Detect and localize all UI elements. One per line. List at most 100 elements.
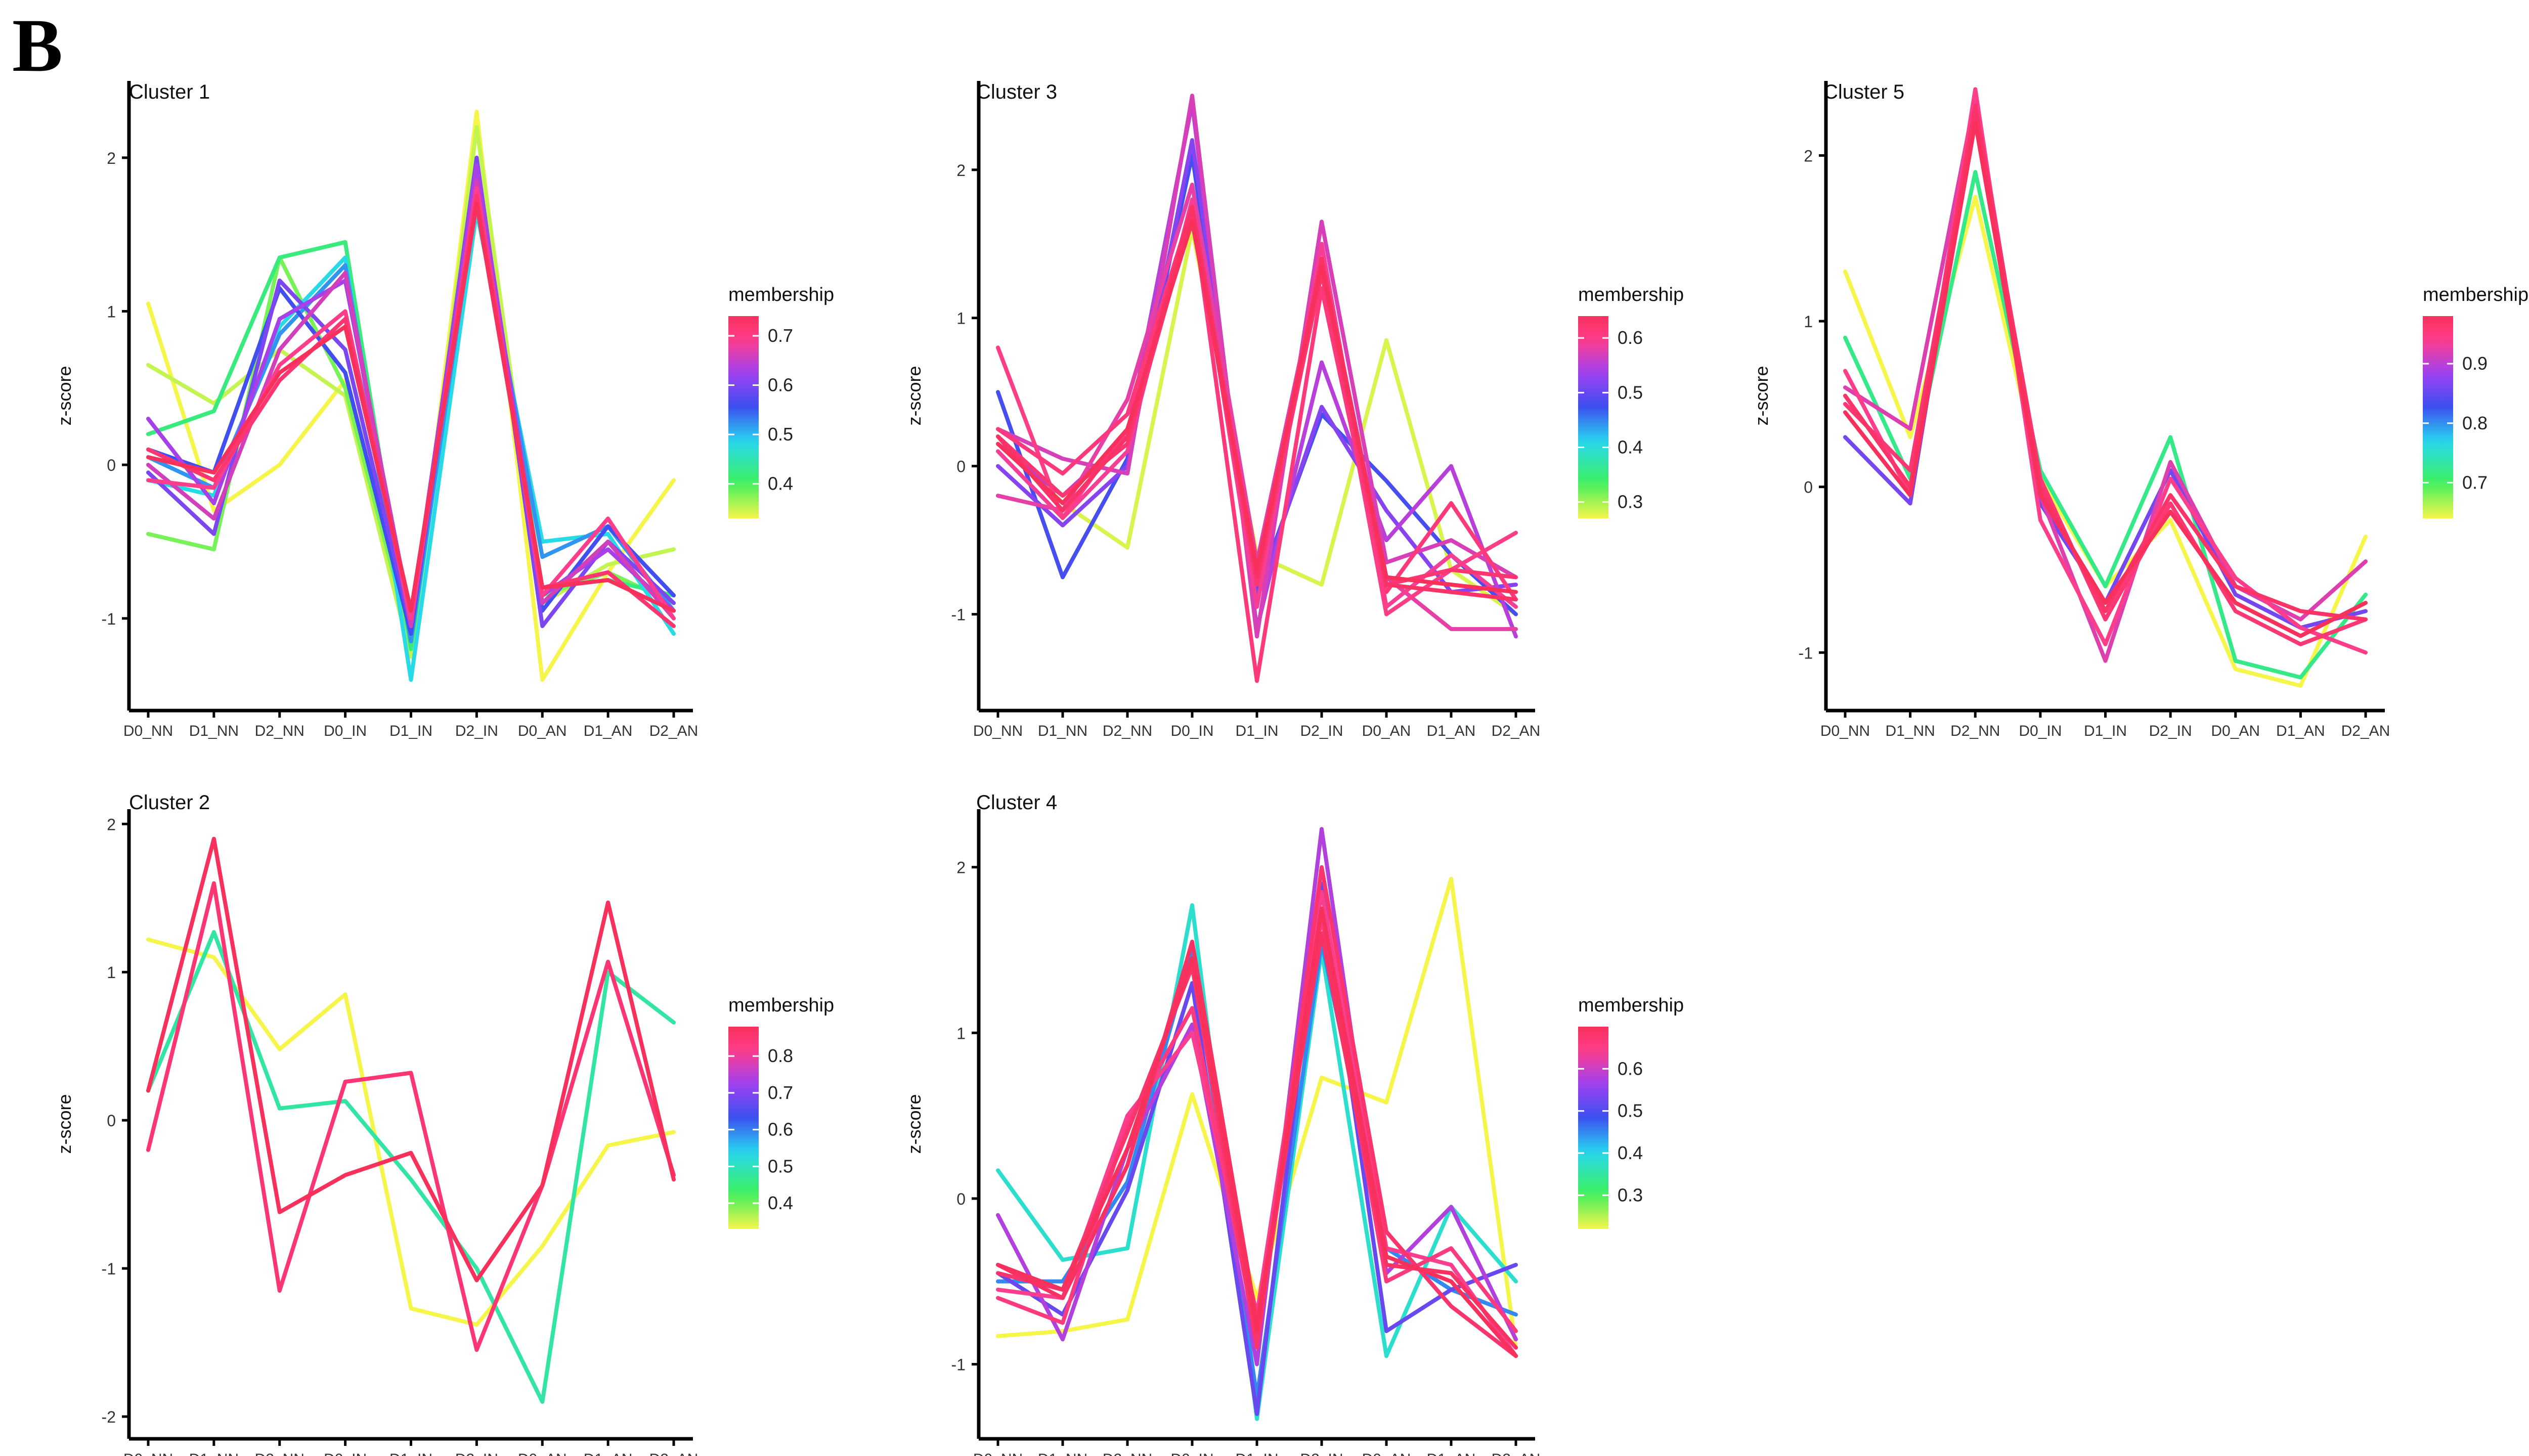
x-tick-label: D0_AN	[518, 1451, 567, 1456]
legend-colorbar	[1578, 1027, 1608, 1229]
membership-legend: membership 0.8 0.7 0.6 0.5 0.4	[728, 995, 834, 1229]
legend-tick-label: 0.5	[1618, 382, 1643, 403]
chart-title: Cluster 2	[129, 791, 210, 814]
y-tick-label: 2	[956, 161, 966, 180]
series-line-1	[146, 937, 676, 1327]
chart-title: Cluster 4	[976, 791, 1057, 814]
x-tick-label: D1_NN	[189, 723, 239, 739]
legend-colorbar	[728, 316, 759, 518]
x-tick-label: D1_IN	[2084, 723, 2127, 739]
series-line-9	[996, 205, 1518, 683]
series-line-3	[146, 881, 676, 1352]
x-tick-label: D1_AN	[584, 723, 633, 739]
legend-tick-label: 0.6	[768, 375, 793, 395]
series-line-7	[146, 171, 676, 636]
x-tick-label: D1_IN	[389, 1451, 432, 1456]
y-tick-label: 1	[956, 310, 966, 328]
series-line-6	[1843, 112, 2368, 646]
series-line-8	[1843, 120, 2368, 638]
legend-tick-label: 0.5	[1618, 1100, 1643, 1121]
x-tick-label: D0_AN	[2211, 723, 2260, 739]
y-tick-label: 2	[956, 859, 966, 877]
y-tick-label: 1	[107, 302, 116, 321]
legend-tick-label: 0.3	[1618, 1184, 1643, 1205]
x-tick-label: D1_AN	[1427, 723, 1476, 739]
membership-legend: membership 0.6 0.5 0.4 0.3	[1578, 995, 1684, 1229]
cluster-panel-2: Cluster 3 z-score -1 0 1 2 D0_NN D1_NN D2_NN D0_I…	[904, 81, 1684, 739]
legend-title: membership	[2423, 284, 2528, 305]
x-tick-label: D0_IN	[1170, 1451, 1213, 1456]
series-line-2	[146, 930, 676, 1404]
y-tick-label: 0	[956, 458, 966, 476]
legend-title: membership	[728, 995, 834, 1016]
legend-tick-label: 0.7	[2462, 472, 2488, 493]
x-tick-label: D0_IN	[324, 1451, 367, 1456]
x-tick-label: D1_AN	[1427, 1451, 1476, 1456]
legend-colorbar	[2423, 316, 2453, 518]
y-tick-label: 2	[1804, 147, 1813, 165]
x-tick-label: D0_IN	[2019, 723, 2062, 739]
x-tick-label: D2_AN	[649, 723, 699, 739]
cluster-panel-4: Cluster 2 z-score -2 -1 0 1 2 D0_NN D1_NN D2_NN D0…	[54, 791, 834, 1456]
legend-tick-label: 0.7	[768, 1082, 793, 1103]
legend-title: membership	[728, 284, 834, 305]
series-line-4	[146, 836, 676, 1283]
legend-tick-label: 0.4	[768, 1193, 793, 1213]
legend-colorbar	[728, 1027, 759, 1229]
series-line-7	[996, 197, 1518, 609]
series-line-4	[1843, 95, 2368, 663]
cluster-panel-5: Cluster 4 z-score -1 0 1 2 D0_NN D1_NN D2_NN D0_I…	[904, 791, 1684, 1456]
legend-tick-label: 0.6	[768, 1119, 793, 1140]
x-tick-label: D2_NN	[255, 1451, 304, 1456]
legend-tick-label: 0.3	[1618, 492, 1643, 512]
series-line-12	[996, 219, 1518, 594]
x-tick-label: D2_AN	[1492, 1451, 1541, 1456]
y-tick-label: 1	[956, 1024, 966, 1042]
y-tick-label: 1	[1804, 313, 1813, 331]
y-tick-label: 0	[107, 1112, 116, 1130]
y-axis-label: z-score	[1751, 366, 1772, 425]
x-tick-label: D0_NN	[123, 1451, 173, 1456]
x-tick-label: D1_IN	[1235, 723, 1278, 739]
legend-tick-label: 0.4	[1618, 436, 1643, 457]
y-tick-label: 2	[107, 149, 116, 167]
legend-title: membership	[1578, 284, 1684, 305]
x-tick-label: D1_NN	[189, 1451, 239, 1456]
x-tick-label: D0_AN	[1362, 1451, 1411, 1456]
y-tick-label: 1	[107, 963, 116, 982]
legend-tick-label: 0.7	[768, 325, 793, 346]
x-tick-label: D0_NN	[973, 723, 1023, 739]
x-tick-label: D2_IN	[1300, 1451, 1343, 1456]
x-tick-label: D1_NN	[1885, 723, 1935, 739]
x-tick-label: D0_IN	[1170, 723, 1213, 739]
cluster-panel-1: Cluster 1 z-score -1 0 1 2 D0_NN D1_NN D2_NN D0_I…	[54, 81, 834, 739]
y-axis-label: z-score	[54, 1094, 75, 1154]
membership-legend: membership 0.9 0.8 0.7	[2423, 284, 2528, 518]
series-line-10	[146, 179, 676, 628]
x-tick-label: D2_IN	[455, 723, 498, 739]
x-tick-label: D0_AN	[518, 723, 567, 739]
series-line-13	[146, 201, 676, 613]
x-tick-label: D2_NN	[1103, 1451, 1152, 1456]
x-tick-label: D1_AN	[2276, 723, 2325, 739]
legend-tick-label: 0.8	[2462, 413, 2488, 433]
x-tick-label: D2_AN	[2341, 723, 2390, 739]
x-tick-label: D0_IN	[324, 723, 367, 739]
x-tick-label: D1_NN	[1038, 1451, 1087, 1456]
chart-title: Cluster 1	[129, 81, 210, 103]
x-tick-label: D2_NN	[255, 723, 304, 739]
chart-title: Cluster 3	[976, 81, 1057, 103]
series-line-1	[996, 876, 1518, 1350]
y-tick-label: -1	[951, 1356, 966, 1374]
chart-title: Cluster 5	[1823, 81, 1904, 103]
series-line-1	[146, 109, 676, 682]
legend-tick-label: 0.5	[768, 424, 793, 445]
y-tick-label: -1	[1799, 644, 1813, 662]
y-tick-label: 0	[1804, 478, 1813, 497]
x-tick-label: D0_NN	[973, 1451, 1023, 1456]
series-line-8	[996, 865, 1518, 1358]
x-tick-label: D1_IN	[1235, 1451, 1278, 1456]
legend-colorbar	[1578, 316, 1608, 518]
legend-tick-label: 0.4	[768, 473, 793, 494]
legend-tick-label: 0.6	[1618, 1058, 1643, 1079]
